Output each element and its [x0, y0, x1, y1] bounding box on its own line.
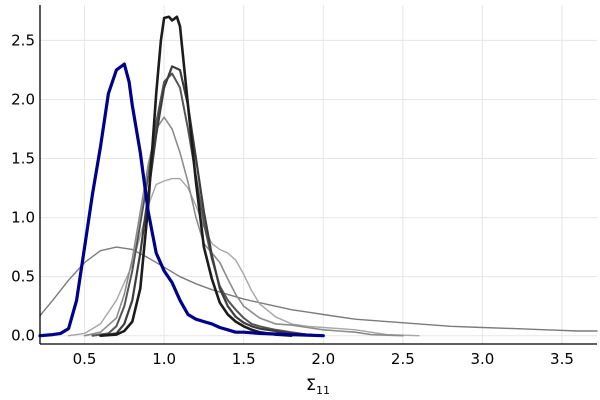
x-tick-label: 1.0	[152, 350, 176, 368]
x-tick-label: 2.5	[391, 350, 415, 368]
x-axis-title: Σ11	[306, 375, 330, 397]
y-tick-label: 1.0	[11, 209, 35, 227]
y-tick-label: 1.5	[11, 150, 35, 168]
x-tick-label: 3.0	[470, 350, 494, 368]
y-tick-label: 2.0	[11, 90, 35, 108]
y-tick-label: 0.0	[11, 327, 35, 345]
density-line-7	[38, 62, 325, 338]
axes	[39, 5, 597, 345]
density-line-2	[67, 177, 420, 337]
x-tick-label: 2.0	[311, 350, 335, 368]
x-tick-label: 1.5	[232, 350, 256, 368]
density-line-3	[83, 116, 404, 337]
x-tick-label: 3.5	[550, 350, 574, 368]
density-line-1	[39, 246, 598, 332]
x-tick-label: 0.5	[73, 350, 97, 368]
y-tick-label: 2.5	[11, 31, 35, 49]
density-line-5	[99, 65, 325, 337]
y-tick-label: 0.5	[11, 268, 35, 286]
series-lines	[38, 15, 598, 338]
grid-lines	[40, 5, 597, 344]
tick-labels: 0.5 1.0 1.5 2.0 2.5 3.0 3.5 0.0 0.5 1.0 1.5 2.0 2.5	[11, 31, 574, 368]
x-axis-title-symbol: Σ	[306, 375, 316, 394]
density-line-6	[99, 15, 293, 337]
x-axis-title-subscript: 11	[316, 384, 330, 397]
density-line-4	[91, 72, 325, 337]
